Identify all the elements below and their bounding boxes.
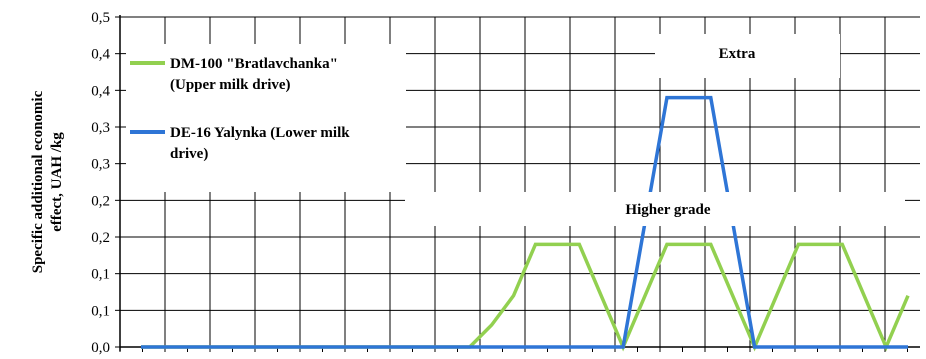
y-tick-label: 0,3 <box>91 157 110 173</box>
y-tick-label: 0,5 <box>91 10 110 26</box>
y-tick-label: 0,0 <box>91 340 110 356</box>
y-tick-label: 0,3 <box>91 120 110 136</box>
annotation-bg <box>655 34 840 78</box>
annotation-higher-grade: Higher grade <box>625 202 710 218</box>
y-axis-label: Specific additional economic effect, UAH … <box>30 90 65 273</box>
y-tick-label: 0,1 <box>91 303 110 319</box>
y-tick-label: 0,1 <box>91 267 110 283</box>
y-tick-label: 0,4 <box>91 83 110 99</box>
legend-entry-line: DM-100 "Bratlavchanka" <box>170 56 338 72</box>
legend-entry-1: DM-100 "Bratlavchanka" (Upper milk drive) <box>170 56 338 93</box>
annotation-bg <box>405 192 905 226</box>
legend-entry-line: drive) <box>170 146 208 162</box>
legend-entry-line: DE-16 Yalynka (Lower milk <box>170 125 350 141</box>
series-line-2 <box>141 95 908 349</box>
legend-bg <box>126 44 406 192</box>
y-tick-label: 0,4 <box>91 47 110 63</box>
legend-entry-line: (Upper milk drive) <box>170 77 291 93</box>
y-tick-labels: 0,0 0,1 0,1 0,2 0,2 0,3 0,3 0,4 0,4 0,5 <box>91 10 110 356</box>
legend: DM-100 "Bratlavchanka" (Upper milk drive)… <box>126 44 406 192</box>
annotation-extra: Extra <box>719 46 756 62</box>
y-axis-label-line: effect, UAH /kg <box>49 132 65 232</box>
legend-entry-2: DE-16 Yalynka (Lower milk drive) <box>170 125 350 162</box>
y-tick-label: 0,2 <box>91 230 110 246</box>
y-tick-label: 0,2 <box>91 193 110 209</box>
annotations: Extra Higher grade <box>405 34 905 226</box>
series-lines <box>141 95 910 352</box>
y-axis-label-line: Specific additional economic <box>30 90 46 273</box>
